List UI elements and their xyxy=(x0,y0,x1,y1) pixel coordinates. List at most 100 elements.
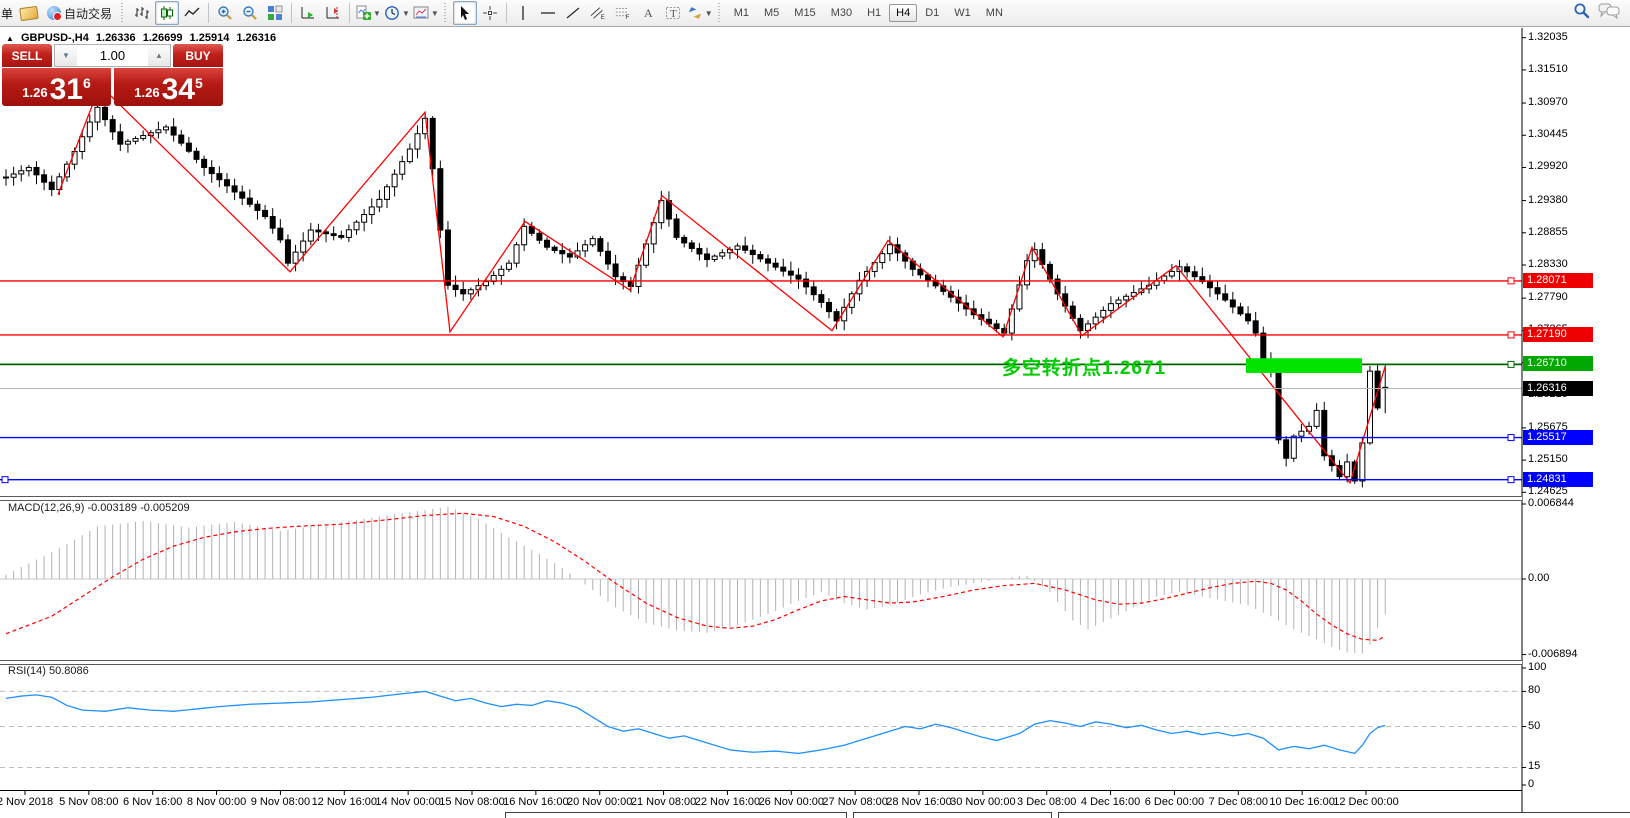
time-axis-label[interactable]: 6 Nov 16:00 xyxy=(123,796,183,808)
time-axis-label[interactable]: 2 Nov 2018 xyxy=(0,796,54,808)
volume-field[interactable]: ▼ 1.00 ▲ xyxy=(54,44,171,67)
time-axis-label[interactable]: 5 Nov 08:00 xyxy=(59,796,119,808)
periods-button[interactable]: ▼ xyxy=(383,1,411,25)
time-axis-label[interactable]: 6 Dec 00:00 xyxy=(1144,796,1205,808)
zigzag-line[interactable] xyxy=(57,84,1386,485)
price-marker-1.27190: 1.27190 xyxy=(1523,326,1593,342)
time-axis-label[interactable]: 16 Nov 16:00 xyxy=(503,796,569,808)
sell-price-button[interactable]: 1.26 31 6 xyxy=(2,68,111,106)
volume-value[interactable]: 1.00 xyxy=(99,48,126,63)
auto-scroll-icon[interactable] xyxy=(296,1,320,25)
autotrade-button[interactable]: 自动交易 xyxy=(42,1,117,25)
time-axis-label[interactable]: 9 Nov 08:00 xyxy=(250,796,311,808)
green-highlight-box[interactable] xyxy=(1246,358,1362,373)
cursor-icon[interactable] xyxy=(452,1,477,25)
chart-area[interactable]: ▲ GBPUSD-,H4 1.26336 1.26699 1.25914 1.2… xyxy=(0,28,1630,818)
chevron-down-icon: ▼ xyxy=(430,8,439,18)
time-axis-label[interactable]: 8 Nov 00:00 xyxy=(186,796,247,808)
equidistant-channel-icon[interactable]: E xyxy=(586,1,610,25)
candlestick-icon[interactable] xyxy=(155,1,180,25)
line-chart-icon[interactable] xyxy=(180,1,204,25)
time-axis-label[interactable]: 14 Nov 00:00 xyxy=(375,796,441,808)
new-chart-button[interactable]: ▼ xyxy=(354,1,382,25)
chevron-down-icon: ▼ xyxy=(373,8,381,18)
chart-title: ▲ GBPUSD-,H4 1.26336 1.26699 1.25914 1.2… xyxy=(6,32,280,44)
toolbar-drag-handle[interactable] xyxy=(121,3,127,23)
timeframe-m1-button[interactable]: M1 xyxy=(733,7,749,19)
line-handle[interactable] xyxy=(1507,434,1515,442)
line-handle[interactable] xyxy=(1507,476,1515,484)
text-label-icon[interactable]: T xyxy=(661,1,685,25)
time-axis-label[interactable]: 15 Nov 08:00 xyxy=(439,796,505,808)
price-tick-label: 1.30970 xyxy=(1528,96,1568,109)
macd-tick-label: -0.006894 xyxy=(1528,647,1578,660)
toolbar-drag-handle[interactable] xyxy=(443,3,449,23)
timeframe-w1-button[interactable]: W1 xyxy=(954,7,971,19)
vertical-line-icon[interactable] xyxy=(511,1,535,25)
time-axis-label[interactable]: 21 Nov 08:00 xyxy=(630,796,697,808)
line-handle[interactable] xyxy=(1507,331,1515,339)
horizontal-line-icon[interactable] xyxy=(536,1,560,25)
buy-price-button[interactable]: 1.26 34 5 xyxy=(114,68,223,106)
volume-increase-icon[interactable]: ▲ xyxy=(148,45,170,66)
macd-label: MACD(12,26,9) -0.003189 -0.005209 xyxy=(8,502,190,514)
time-axis-label[interactable]: 27 Nov 08:00 xyxy=(822,796,888,808)
macd-tick-label: 0.00 xyxy=(1528,572,1550,584)
search-icon[interactable] xyxy=(1573,2,1590,24)
bar-close: 1.26316 xyxy=(236,32,277,44)
timeframe-m30-button[interactable]: M30 xyxy=(830,7,853,19)
arrows-button[interactable]: ▼ xyxy=(686,1,714,25)
volume-decrease-icon[interactable]: ▼ xyxy=(55,45,77,66)
buy-button[interactable]: BUY xyxy=(173,44,223,67)
time-axis-label[interactable]: 22 Nov 16:00 xyxy=(694,796,761,808)
timeframe-mn-button[interactable]: MN xyxy=(985,7,1003,19)
buy-price-prefix: 1.26 xyxy=(134,85,160,100)
time-axis-label[interactable]: 3 Dec 08:00 xyxy=(1017,796,1077,808)
text-icon[interactable]: A xyxy=(636,1,660,25)
main-panel xyxy=(0,84,1522,488)
crosshair-icon[interactable] xyxy=(478,1,502,25)
main-macd-separator[interactable] xyxy=(0,496,1522,501)
time-axis-label[interactable]: 30 Nov 00:00 xyxy=(950,796,1016,808)
trendline-icon[interactable] xyxy=(561,1,585,25)
line-handle[interactable] xyxy=(1,476,9,484)
sell-button[interactable]: SELL xyxy=(2,44,52,67)
timeframe-h4-button[interactable]: H4 xyxy=(889,4,918,22)
time-axis-label[interactable]: 4 Dec 16:00 xyxy=(1080,796,1141,808)
timeframe-m15-button[interactable]: M15 xyxy=(794,7,816,19)
macd-rsi-separator[interactable] xyxy=(0,660,1522,665)
time-axis-label[interactable]: 12 Dec 00:00 xyxy=(1333,796,1399,808)
chart-shift-icon[interactable] xyxy=(321,1,345,25)
sell-price-pip: 6 xyxy=(82,75,91,91)
time-axis-label[interactable]: 26 Nov 00:00 xyxy=(758,796,824,808)
time-axis-label[interactable]: 20 Nov 00:00 xyxy=(566,796,633,808)
price-marker-1.26316: 1.26316 xyxy=(1523,380,1593,396)
new-order-partial-label[interactable]: 单 xyxy=(1,6,14,21)
fibonacci-icon[interactable]: F xyxy=(611,1,635,25)
chart-annotation[interactable]: 多空转折点1.2671 xyxy=(1002,358,1167,379)
line-handle[interactable] xyxy=(1507,360,1515,368)
macd-tick-label: 0.006844 xyxy=(1528,497,1574,509)
zoom-in-icon[interactable] xyxy=(213,1,237,25)
buy-price-pip: 5 xyxy=(194,75,203,91)
tile-windows-icon[interactable] xyxy=(263,1,287,25)
price-tick-label: 1.25150 xyxy=(1528,453,1568,466)
line-handle[interactable] xyxy=(1507,277,1515,285)
zoom-out-icon[interactable] xyxy=(238,1,262,25)
price-marker-1.28071: 1.28071 xyxy=(1523,272,1593,288)
buy-price-big: 34 xyxy=(161,73,195,106)
time-axis-label[interactable]: 12 Nov 16:00 xyxy=(311,796,377,808)
timeframe-h1-button[interactable]: H1 xyxy=(867,7,882,19)
one-click-collapse-icon[interactable]: ▲ xyxy=(6,34,14,43)
order-ticket-icon[interactable] xyxy=(17,1,41,25)
templates-button[interactable]: ▼ xyxy=(412,1,440,25)
timeframe-d1-button[interactable]: D1 xyxy=(925,7,940,19)
timeframe-m5-button[interactable]: M5 xyxy=(764,7,780,19)
time-axis-label[interactable]: 7 Dec 08:00 xyxy=(1208,796,1268,808)
bar-chart-icon[interactable] xyxy=(130,1,154,25)
time-axis-label[interactable]: 10 Dec 16:00 xyxy=(1269,796,1335,808)
svg-text:T: T xyxy=(670,8,677,20)
chat-icon[interactable] xyxy=(1598,3,1620,24)
toolbar-drag-handle[interactable] xyxy=(717,3,723,23)
time-axis-label[interactable]: 28 Nov 16:00 xyxy=(886,796,952,808)
